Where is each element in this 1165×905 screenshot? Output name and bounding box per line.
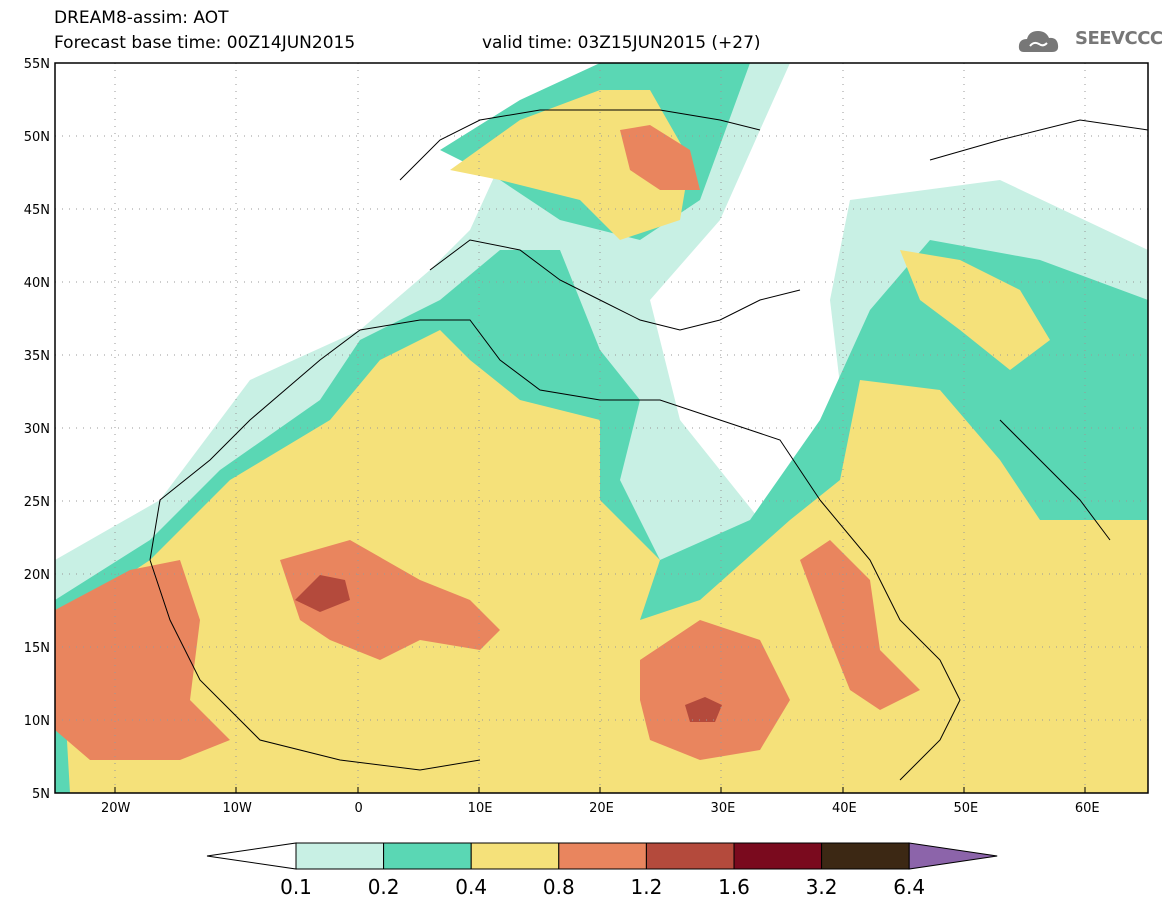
lon-label: 20E xyxy=(589,801,614,816)
colorbar-label: 0.4 xyxy=(455,875,487,899)
aot-zone-1.2-sudan xyxy=(685,697,722,722)
colorbar-segment xyxy=(558,842,647,870)
colorbar-label: 1.6 xyxy=(718,875,750,899)
colorbar-segment xyxy=(295,842,385,870)
lat-label: 50N xyxy=(24,130,50,145)
colorbar-segment xyxy=(470,842,560,870)
lat-label: 15N xyxy=(24,641,50,656)
aot-zone-0.8-sahel xyxy=(280,540,500,660)
lat-label: 5N xyxy=(32,787,50,802)
lat-label: 35N xyxy=(24,349,50,364)
aot-zone-0.4-north xyxy=(450,90,690,240)
aot-zone-0.4-east xyxy=(900,250,1050,370)
lon-label: 50E xyxy=(953,801,978,816)
lat-label: 25N xyxy=(24,495,50,510)
axis-ticks xyxy=(114,787,1086,793)
longitude-labels: 20W 10W 0 10E 20E 30E 40E 50E 60E xyxy=(101,801,1100,816)
colorbar-segment xyxy=(733,842,823,870)
lat-label: 55N xyxy=(24,57,50,72)
lon-label: 60E xyxy=(1075,801,1100,816)
map-grid xyxy=(55,63,1148,793)
lon-label: 0 xyxy=(354,801,362,816)
aot-zone-0.8-central xyxy=(640,620,790,760)
colorbar-max-triangle xyxy=(908,842,998,870)
logo-text: SEEVCCC xyxy=(1075,28,1163,49)
lon-label: 40E xyxy=(832,801,857,816)
lat-label: 45N xyxy=(24,203,50,218)
aot-zone-0.8-west xyxy=(55,560,230,760)
lat-label: 20N xyxy=(24,568,50,583)
coastlines xyxy=(149,109,1148,781)
latitude-labels: 55N 50N 45N 40N 35N 30N 25N 20N 15N 10N 5N xyxy=(24,57,50,802)
colorbar-segment xyxy=(645,842,735,870)
colorbar-segment xyxy=(821,842,910,870)
aot-zone-0.8-north xyxy=(620,125,700,190)
colorbar-label: 0.2 xyxy=(368,875,400,899)
lat-label: 10N xyxy=(24,714,50,729)
lon-label: 20W xyxy=(101,801,131,816)
aot-zone-1.2-mali xyxy=(295,575,350,612)
colorbar-label: 6.4 xyxy=(893,875,925,899)
colorbar-segment xyxy=(383,842,472,870)
lat-label: 40N xyxy=(24,276,50,291)
chart-title: DREAM8-assim: AOT xyxy=(54,8,229,28)
cloud-logo-icon xyxy=(1018,31,1059,52)
colorbar-label: 3.2 xyxy=(806,875,838,899)
lon-label: 30E xyxy=(711,801,736,816)
colorbar-label: 1.2 xyxy=(630,875,662,899)
colorbar-min-triangle xyxy=(206,842,297,870)
base-time-label: Forecast base time: 00Z14JUN2015 xyxy=(54,33,356,53)
lon-label: 10W xyxy=(222,801,252,816)
lon-label: 10E xyxy=(468,801,493,816)
lat-label: 30N xyxy=(24,422,50,437)
colorbar-label: 0.8 xyxy=(543,875,575,899)
seevccc-logo xyxy=(1016,20,1156,60)
valid-time-label: valid time: 03Z15JUN2015 (+27) xyxy=(482,33,761,53)
colorbar-label: 0.1 xyxy=(280,875,312,899)
aot-zone-0.8-east xyxy=(800,540,920,710)
